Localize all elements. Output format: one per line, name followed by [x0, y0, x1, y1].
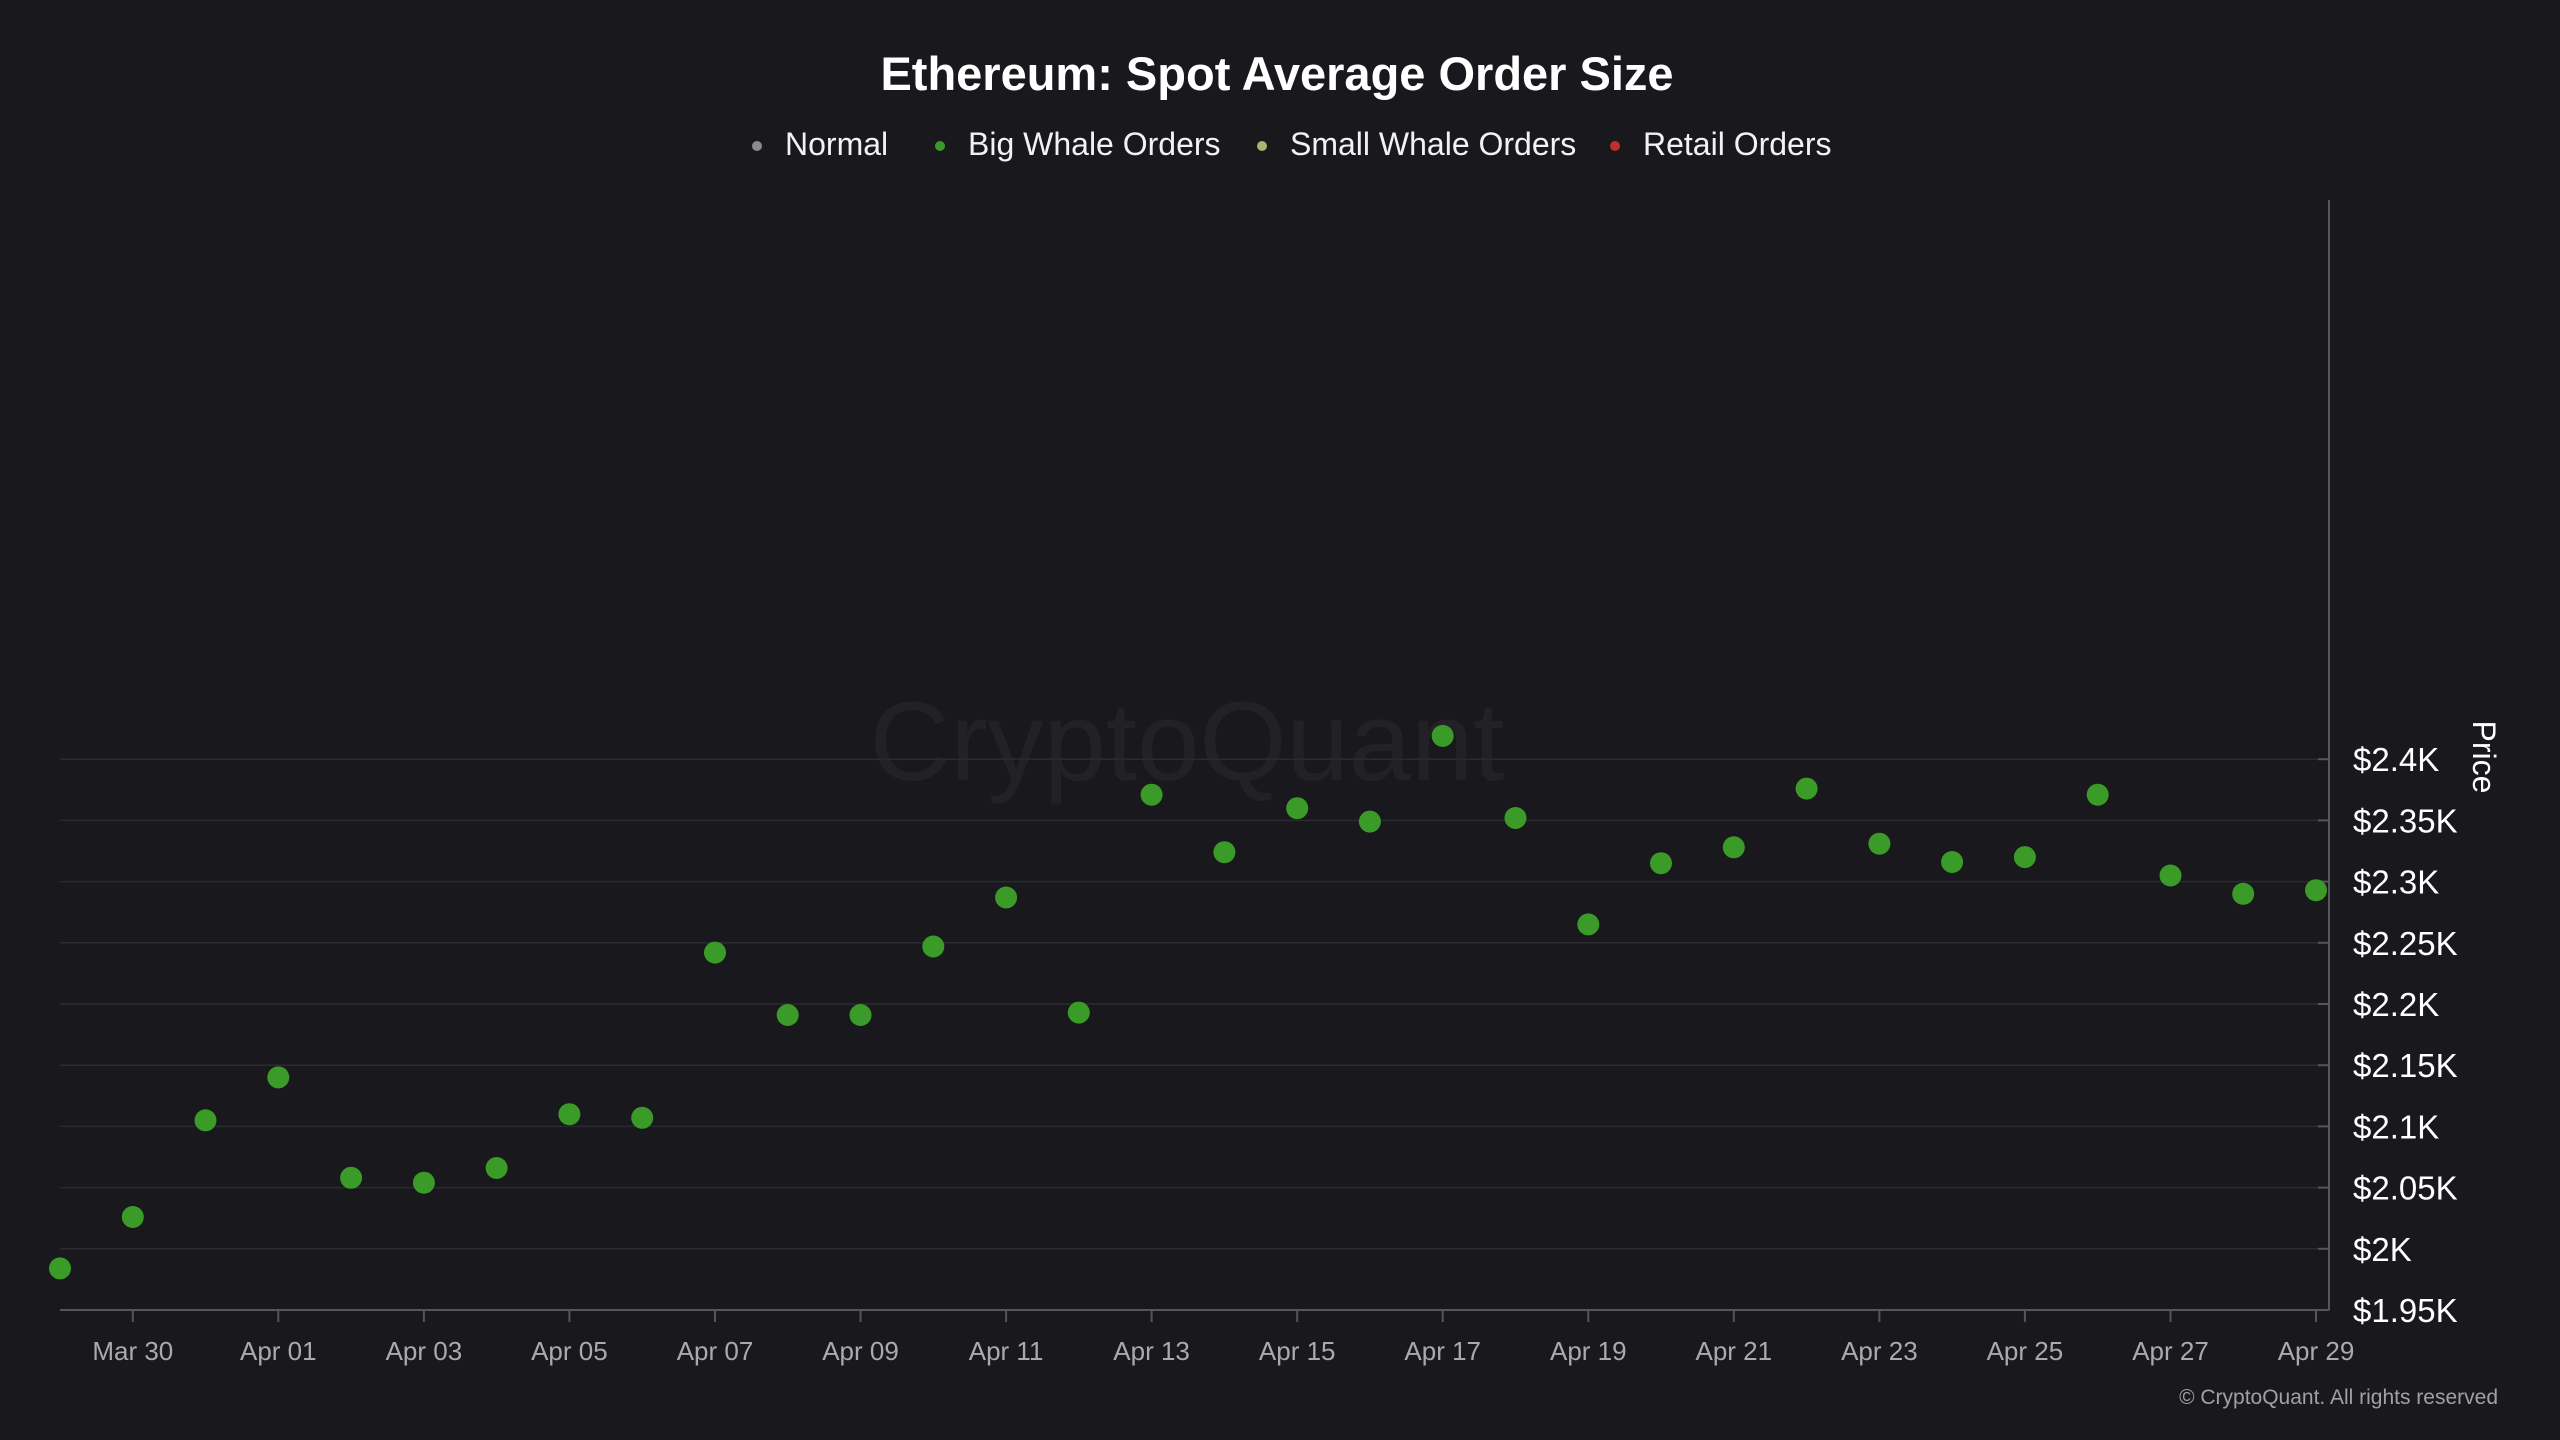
data-point [776, 1004, 799, 1026]
data-point [1286, 797, 1309, 820]
legend-label: Retail Orders [1643, 126, 1832, 162]
x-tick-label: Apr 29 [2278, 1336, 2355, 1366]
y-tick-label: $2.2K [2353, 986, 2439, 1023]
data-point [1358, 810, 1381, 833]
x-tick-label: Apr 05 [531, 1336, 608, 1366]
x-tick-label: Apr 17 [1404, 1336, 1481, 1366]
legend-label: Small Whale Orders [1290, 126, 1576, 162]
data-point [2086, 783, 2109, 806]
data-point [49, 1257, 71, 1280]
data-point [267, 1066, 290, 1089]
scatter-points [49, 724, 2327, 1280]
data-point [995, 886, 1018, 909]
x-tick-label: Apr 21 [1695, 1336, 1772, 1366]
y-tick-label: $2.3K [2353, 864, 2439, 901]
data-point [2013, 846, 2036, 869]
y-tick-label: $2.1K [2353, 1108, 2439, 1145]
legend-item: Big Whale Orders [935, 126, 1221, 162]
x-tick-label: Apr 09 [822, 1336, 899, 1366]
data-point [1213, 841, 1236, 864]
x-tick-label: Apr 23 [1841, 1336, 1918, 1366]
legend-item: Small Whale Orders [1257, 126, 1576, 162]
data-point [340, 1166, 363, 1189]
y-tick-label: $1.95K [2353, 1292, 2458, 1329]
data-point [1868, 832, 1891, 855]
legend-marker [1610, 141, 1620, 151]
y-tick-label: $2.25K [2353, 925, 2458, 962]
x-tick-label: Apr 03 [386, 1336, 463, 1366]
legend-label: Big Whale Orders [968, 126, 1221, 162]
y-tick-label: $2.05K [2353, 1170, 2458, 1207]
legend: Normal Big Whale Orders Small Whale Orders… [752, 126, 1832, 162]
data-point [558, 1103, 581, 1126]
x-tick-label: Apr 27 [2132, 1336, 2209, 1366]
copyright-notice: © CryptoQuant. All rights reserved [2179, 1386, 2498, 1409]
y-axis-label: Price [2466, 721, 2502, 794]
y-tick-label: $2K [2353, 1231, 2412, 1268]
data-point [1504, 807, 1527, 829]
x-tick-label: Apr 07 [677, 1336, 754, 1366]
data-point [922, 935, 945, 958]
data-point [631, 1106, 654, 1129]
data-point [194, 1109, 217, 1132]
data-point [485, 1157, 508, 1179]
x-tick-label: Apr 13 [1113, 1336, 1190, 1366]
legend-marker [1257, 141, 1267, 151]
data-point [1140, 783, 1163, 806]
legend-marker [935, 141, 945, 151]
legend-label: Normal [785, 126, 888, 162]
data-point [121, 1206, 144, 1228]
data-point [1577, 913, 1600, 936]
data-point [1795, 777, 1818, 800]
y-tick-label: $2.4K [2353, 741, 2439, 778]
data-point [849, 1004, 872, 1026]
data-point [1650, 852, 1672, 875]
data-point [2305, 879, 2327, 902]
y-tick-label: $2.35K [2353, 802, 2458, 839]
data-point [704, 941, 726, 964]
watermark: CryptoQuant [870, 679, 1505, 804]
x-tick-label: Apr 15 [1259, 1336, 1336, 1366]
legend-marker [752, 141, 762, 151]
y-axis-ticks: $1.95K $2K $2.05K $2.1K $2.15K $2.2K $2.25K $2.… [2318, 741, 2458, 1329]
data-point [1431, 724, 1454, 747]
data-point [412, 1171, 435, 1194]
x-tick-label: Apr 01 [240, 1336, 317, 1366]
x-tick-label: Apr 11 [969, 1336, 1044, 1366]
chart-title: Ethereum: Spot Average Order Size [880, 47, 1673, 100]
data-point [1722, 836, 1745, 859]
data-point [2159, 864, 2182, 887]
data-point [2232, 882, 2255, 905]
gridlines [60, 758, 2318, 1250]
x-tick-label: Apr 19 [1550, 1336, 1627, 1366]
x-tick-label: Mar 30 [92, 1336, 173, 1366]
x-tick-label: Apr 25 [1987, 1336, 2064, 1366]
y-tick-label: $2.15K [2353, 1047, 2458, 1084]
x-axis-ticks: Mar 30 Apr 01 Apr 03 Apr 05 Apr 07 Apr 09 Apr … [92, 1310, 2354, 1366]
legend-item: Normal [752, 126, 888, 162]
data-point [1941, 851, 1964, 873]
legend-item: Retail Orders [1610, 126, 1832, 162]
data-point [1067, 1001, 1090, 1024]
